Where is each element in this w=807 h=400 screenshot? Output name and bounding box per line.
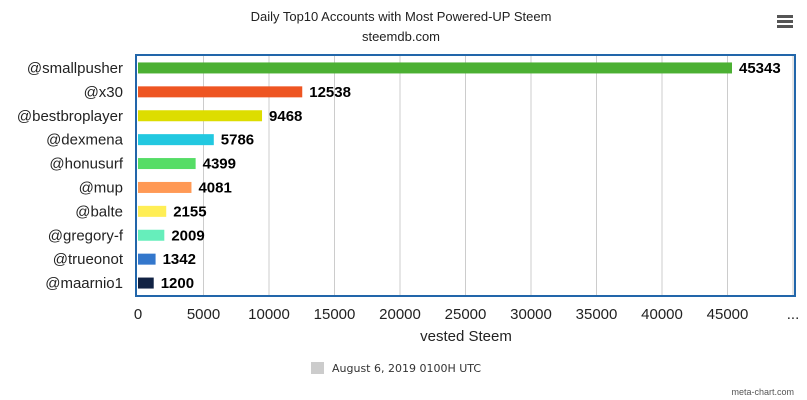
category-label: @honusurf — [49, 156, 123, 173]
x-tick-label: 20000 — [379, 306, 421, 323]
x-tick-label: 15000 — [314, 306, 356, 323]
plot-frame — [135, 54, 796, 297]
x-tick-label: 40000 — [641, 306, 683, 323]
bar-maarnio1[interactable] — [138, 277, 154, 289]
legend[interactable]: August 6, 2019 0100H UTC — [311, 362, 481, 375]
category-label: @balte — [75, 203, 123, 220]
bar-dexmena[interactable] — [138, 134, 214, 146]
x-tick-label: 10000 — [248, 306, 290, 323]
category-label: @gregory-f — [48, 227, 124, 244]
legend-swatch[interactable] — [311, 362, 324, 374]
bar-x30[interactable] — [138, 86, 303, 98]
x-tick-labels: 0 5000 10000 15000 20000 25000 30000 35000 40000… — [134, 306, 799, 323]
data-label: 1200 — [161, 275, 194, 292]
x-tick-label: 30000 — [510, 306, 552, 323]
data-label: 4081 — [198, 179, 231, 196]
chart-subtitle: steemdb.com — [362, 29, 440, 44]
category-label: @smallpusher — [27, 60, 123, 77]
data-label: 12538 — [309, 84, 351, 101]
bar-mup[interactable] — [138, 181, 192, 193]
category-label: @x30 — [84, 84, 123, 101]
bar-balte[interactable] — [138, 205, 167, 217]
data-label: 4399 — [203, 156, 236, 173]
hamburger-menu-icon[interactable] — [777, 15, 793, 28]
bar-honusurf[interactable] — [138, 158, 196, 170]
data-label: 1342 — [163, 251, 196, 268]
category-label: @bestbroplayer — [17, 108, 123, 125]
x-tick-label: ... — [787, 306, 800, 323]
x-tick-label: 45000 — [707, 306, 749, 323]
credit-text[interactable]: meta-chart.com — [731, 387, 794, 397]
bar-smallpusher[interactable] — [138, 62, 732, 74]
legend-label[interactable]: August 6, 2019 0100H UTC — [332, 362, 481, 375]
bar-bestbroplayer[interactable] — [138, 110, 263, 122]
x-tick-label: 0 — [134, 306, 142, 323]
bars: 45343 12538 9468 5786 4399 4081 2155 2009 1342 12… — [138, 60, 781, 292]
chart-title: Daily Top10 Accounts with Most Powered-U… — [251, 9, 552, 24]
data-label: 2009 — [171, 227, 204, 244]
data-label: 9468 — [269, 108, 302, 125]
category-label: @dexmena — [46, 132, 124, 149]
category-label: @maarnio1 — [45, 275, 123, 292]
x-tick-label: 35000 — [576, 306, 618, 323]
x-tick-label: 5000 — [187, 306, 220, 323]
data-label: 5786 — [221, 132, 254, 149]
category-labels: @smallpusher @x30 @bestbroplayer @dexmena @h… — [17, 60, 124, 292]
category-label: @mup — [79, 179, 123, 196]
data-label: 2155 — [173, 203, 206, 220]
bar-gregory-f[interactable] — [138, 229, 165, 241]
x-tick-label: 25000 — [445, 306, 487, 323]
x-axis-title: vested Steem — [420, 328, 512, 345]
category-label: @trueonot — [53, 251, 124, 268]
bar-trueonot[interactable] — [138, 253, 156, 265]
data-label: 45343 — [739, 60, 781, 77]
